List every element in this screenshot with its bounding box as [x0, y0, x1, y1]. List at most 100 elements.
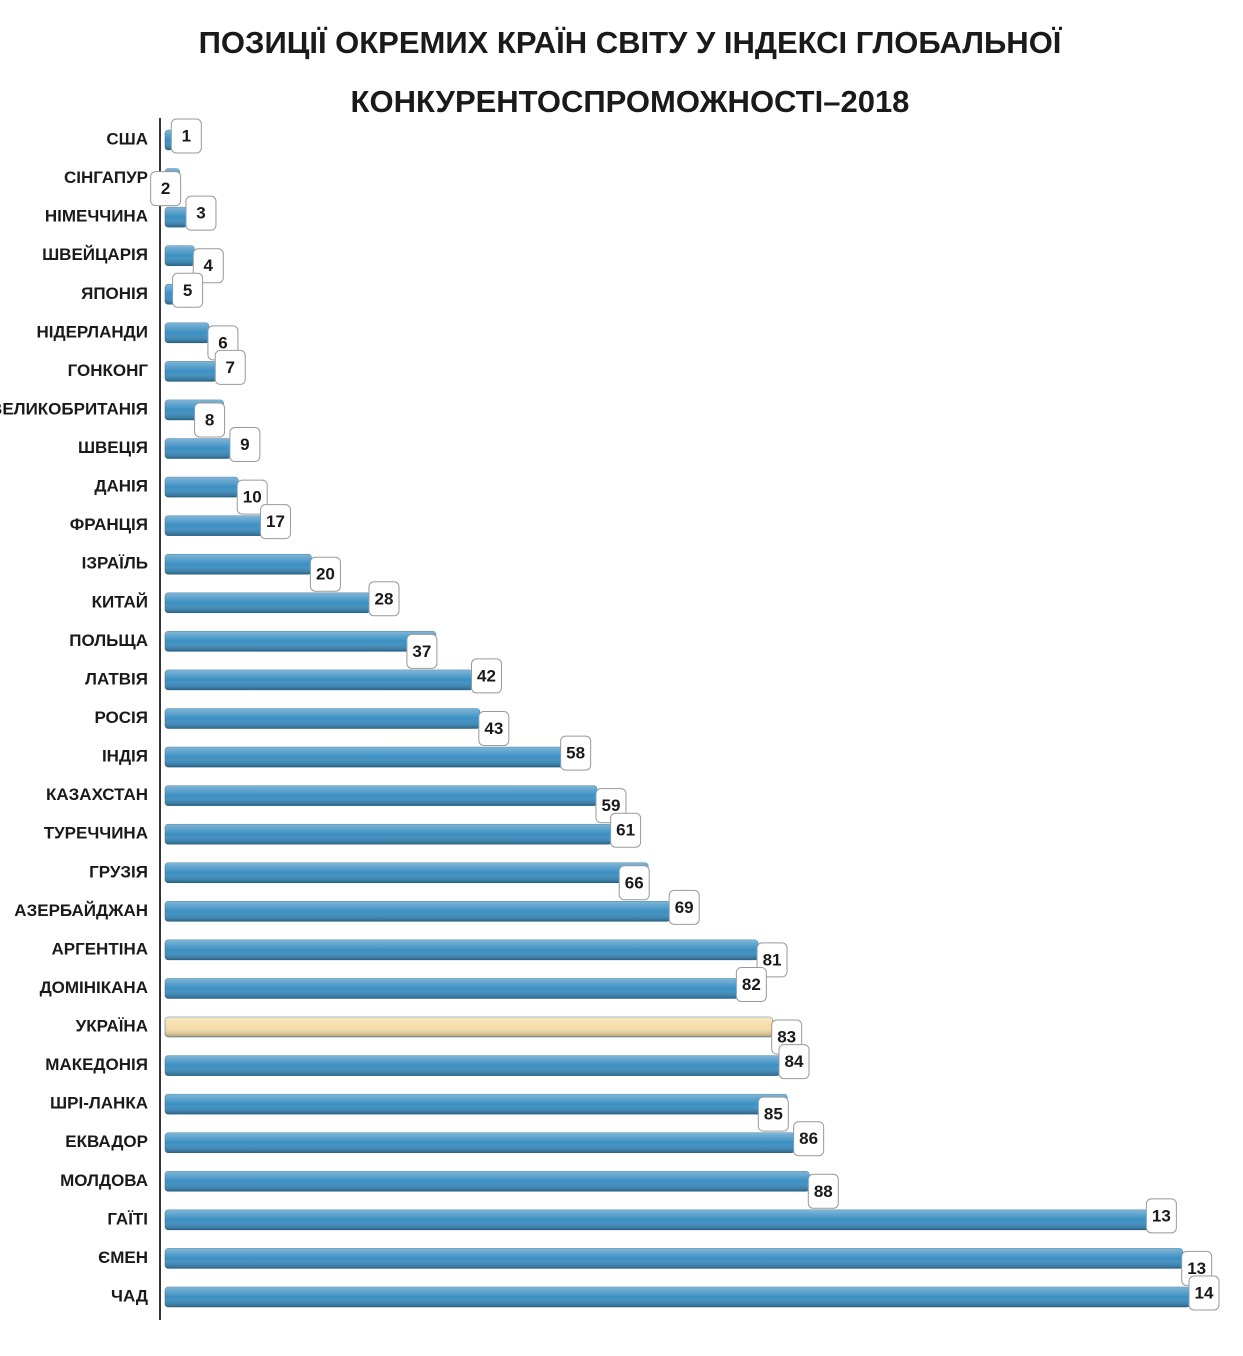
bar-shade — [165, 322, 209, 343]
y-tick-label: ТУРЕЧЧИНА — [44, 824, 148, 843]
bar-shade — [165, 631, 436, 652]
y-tick-label: СІНГАПУР — [64, 168, 148, 187]
value-label-box — [618, 865, 650, 901]
value-label-box — [478, 711, 510, 746]
bar-shade — [165, 1287, 1190, 1307]
value-label: 42 — [477, 666, 496, 685]
bar-shade — [165, 978, 766, 999]
y-tick-label: ДОМІНІКАНА — [40, 978, 148, 997]
value-label: 86 — [799, 1129, 818, 1148]
bar-shade — [165, 747, 590, 768]
value-label: 61 — [616, 821, 635, 840]
value-label: 3 — [196, 204, 205, 223]
value-label: 1 — [182, 126, 191, 145]
y-tick-label: РОСІЯ — [94, 708, 148, 727]
value-label: 6 — [218, 333, 227, 352]
bar-shade — [165, 669, 473, 690]
y-tick-label: ВЕЛИКОБРИТАНІЯ — [0, 399, 148, 418]
bar-shade — [165, 1171, 810, 1192]
value-label-box — [170, 118, 202, 154]
value-label: 4 — [204, 256, 214, 275]
y-tick-label: ЛАТВІЯ — [85, 669, 148, 688]
value-label: 5 — [183, 281, 192, 300]
bar-shade — [165, 1248, 1183, 1269]
value-label-box — [150, 171, 182, 207]
value-label: 81 — [763, 950, 782, 969]
y-tick-label: ЕКВАДОР — [65, 1132, 148, 1151]
bar-shade — [165, 207, 187, 228]
value-label-box — [214, 349, 246, 385]
value-label: 13 — [1152, 1206, 1171, 1225]
bar-shade — [165, 515, 290, 536]
y-tick-label: ФРАНЦІЯ — [70, 515, 148, 534]
y-tick-label: КАЗАХСТАН — [46, 785, 148, 804]
y-tick-label: США — [106, 129, 148, 148]
y-tick-label: ЯПОНІЯ — [81, 284, 148, 303]
bar-shade — [165, 901, 671, 922]
bar-shade — [165, 862, 649, 883]
y-tick-label: ДАНІЯ — [94, 477, 148, 496]
value-label: 58 — [566, 744, 585, 763]
y-tick-label: ШВЕЙЦАРІЯ — [42, 245, 148, 264]
y-tick-label: ЧАД — [111, 1286, 148, 1305]
value-label-box — [194, 402, 226, 438]
bar-shade — [165, 785, 597, 806]
bar-shade — [165, 1132, 795, 1153]
value-label-box — [185, 195, 217, 231]
value-label-box — [471, 658, 502, 694]
value-label-box — [368, 581, 400, 617]
value-label-box — [1188, 1275, 1220, 1311]
value-label-box — [309, 556, 341, 592]
bar-shade — [165, 1209, 1176, 1230]
y-tick-label: ІНДІЯ — [102, 747, 148, 766]
bar-shade — [165, 477, 239, 498]
value-label-box — [610, 812, 642, 848]
value-label: 8 — [205, 410, 214, 429]
value-label: 13 — [1187, 1259, 1206, 1278]
bar-shade — [165, 592, 370, 613]
value-label: 28 — [375, 589, 394, 608]
bar-shade — [165, 554, 312, 575]
bar-shade — [165, 1017, 773, 1038]
y-tick-label: ПОЛЬЩА — [69, 631, 148, 650]
y-tick-label: МОЛДОВА — [60, 1171, 148, 1190]
value-label-box — [778, 1044, 810, 1080]
value-label-box — [735, 966, 767, 1002]
value-label: 10 — [243, 488, 262, 507]
value-label: 88 — [814, 1182, 833, 1201]
y-tick-label: НІМЕЧЧИНА — [45, 207, 148, 226]
value-label-box — [757, 1096, 789, 1132]
value-label: 17 — [266, 512, 285, 531]
y-tick-label: ШРІ-ЛАНКА — [50, 1094, 148, 1113]
value-label: 37 — [412, 642, 431, 661]
bar-shade — [165, 130, 173, 150]
value-label-box — [560, 735, 592, 771]
value-label: 7 — [226, 358, 235, 377]
bar-shade — [165, 708, 480, 729]
value-label: 69 — [675, 898, 694, 917]
value-label-box — [1145, 1198, 1177, 1234]
value-label: 9 — [240, 435, 249, 454]
chart-title: КОНКУРЕНТОСПРОМОЖНОСТІ–2018 — [351, 84, 910, 119]
y-tick-label: ШВЕЦІЯ — [78, 438, 148, 457]
value-label-box — [259, 504, 291, 540]
value-label: 82 — [742, 975, 761, 994]
y-tick-label: АЗЕРБАЙДЖАН — [14, 901, 148, 920]
bar-shade — [165, 245, 195, 266]
y-tick-label: ЄМЕН — [98, 1248, 148, 1267]
value-label-box — [236, 479, 268, 515]
y-tick-label: ГОНКОНГ — [68, 361, 149, 380]
value-label: 85 — [764, 1105, 783, 1124]
y-tick-label: КИТАЙ — [92, 592, 148, 611]
y-tick-label: НІДЕРЛАНДИ — [36, 322, 148, 341]
chart-title: ПОЗИЦІЇ ОКРЕМИХ КРАЇН СВІТУ У ІНДЕКСІ ГЛ… — [199, 25, 1063, 60]
value-label: 83 — [777, 1028, 796, 1047]
bar-shade — [165, 361, 217, 382]
value-label-box — [172, 272, 204, 308]
value-label-box — [406, 633, 438, 669]
value-label-box — [668, 889, 700, 925]
value-label: 20 — [316, 565, 335, 584]
y-tick-label: МАКЕДОНІЯ — [45, 1055, 148, 1074]
bar-shade — [165, 438, 231, 459]
